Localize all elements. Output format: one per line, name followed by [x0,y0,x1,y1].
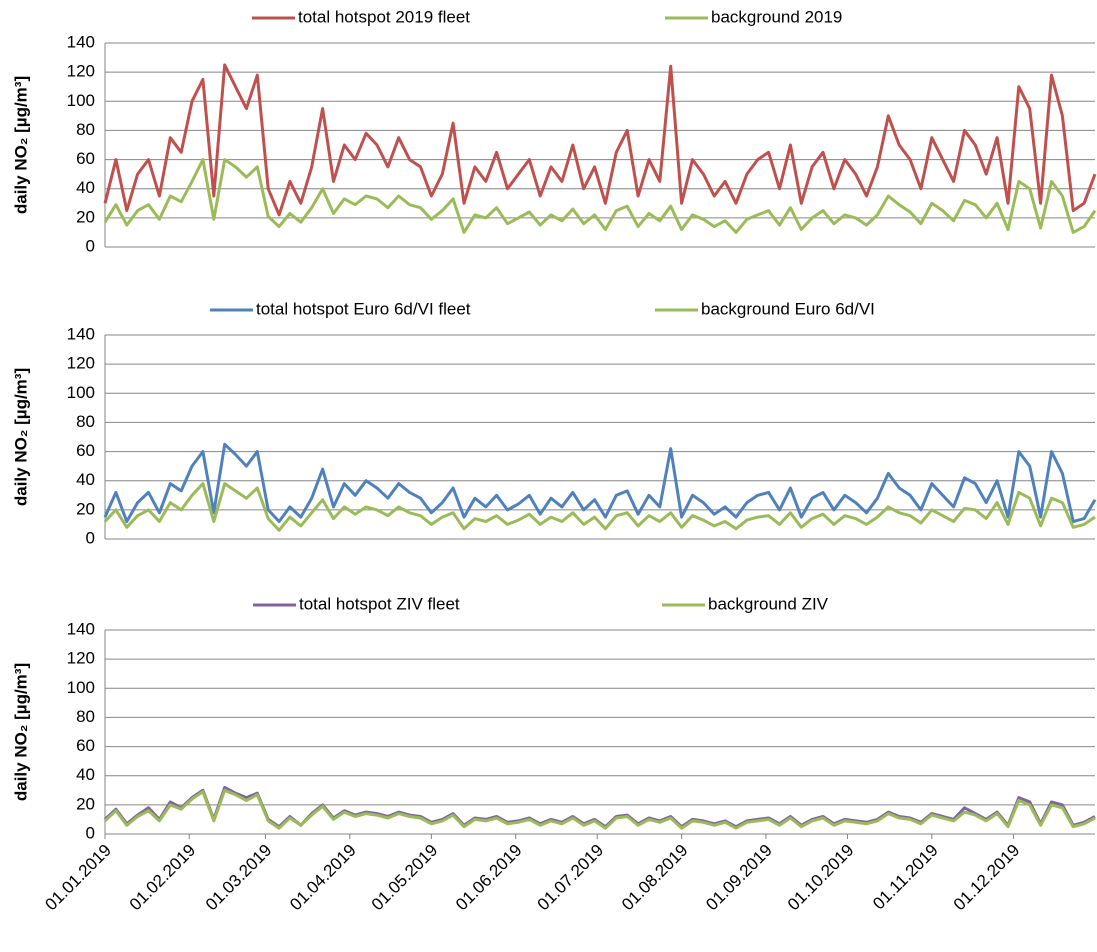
x-tick-label: 01.05.2019 [368,841,442,915]
x-tick-label: 01.02.2019 [126,841,200,915]
x-tick-label: 01.11.2019 [869,841,942,914]
x-tick-label: 01.03.2019 [202,841,276,915]
y-tick-label: 120 [67,649,95,668]
series-line [103,63,1097,217]
y-tick-label: 80 [76,707,95,726]
series-line [103,482,1096,532]
legend-label: total hotspot 2019 fleet [298,7,470,26]
x-tick-label: 01.09.2019 [702,841,776,915]
y-tick-label: 100 [67,383,95,402]
legend-label: background 2019 [711,7,842,26]
legend-label: total hotspot ZIV fleet [299,594,460,613]
y-tick-label: 140 [67,324,95,343]
y-tick-label: 40 [76,178,95,197]
y-tick-label: 20 [76,499,95,518]
y-tick-label: 40 [76,765,95,784]
y-axis-label: daily NO₂ [µg/m³] [11,76,30,214]
y-tick-label: 140 [67,32,95,51]
legend-label: total hotspot Euro 6d/VI fleet [256,299,471,318]
y-tick-label: 60 [76,149,95,168]
legend-label: background ZIV [708,594,829,613]
x-tick-label: 01.04.2019 [286,841,360,915]
y-axis-label: daily NO₂ [µg/m³] [11,663,30,801]
x-tick-label: 01.12.2019 [950,841,1024,915]
y-tick-label: 80 [76,120,95,139]
y-tick-label: 100 [67,91,95,110]
y-tick-label: 120 [67,62,95,81]
series-line [103,788,1096,830]
y-tick-label: 0 [86,528,95,547]
x-tick-label: 01.08.2019 [618,841,692,915]
y-tick-label: 80 [76,412,95,431]
y-tick-label: 100 [67,678,95,697]
series-line [103,785,1096,829]
series-line [103,442,1097,523]
y-tick-label: 20 [76,207,95,226]
y-tick-label: 140 [67,619,95,638]
y-tick-label: 120 [67,354,95,373]
y-tick-label: 0 [86,823,95,842]
y-axis-label: daily NO₂ [µg/m³] [11,368,30,506]
y-tick-label: 60 [76,441,95,460]
x-tick-label: 01.06.2019 [452,841,526,915]
legend-label: background Euro 6d/VI [701,299,875,318]
x-tick-label: 01.01.2019 [41,841,115,915]
y-tick-label: 40 [76,470,95,489]
y-tick-label: 60 [76,736,95,755]
y-tick-label: 20 [76,794,95,813]
x-tick-label: 01.10.2019 [784,841,858,915]
series-line [103,158,1097,234]
x-tick-label: 01.07.2019 [534,841,608,915]
y-tick-label: 0 [86,236,95,255]
